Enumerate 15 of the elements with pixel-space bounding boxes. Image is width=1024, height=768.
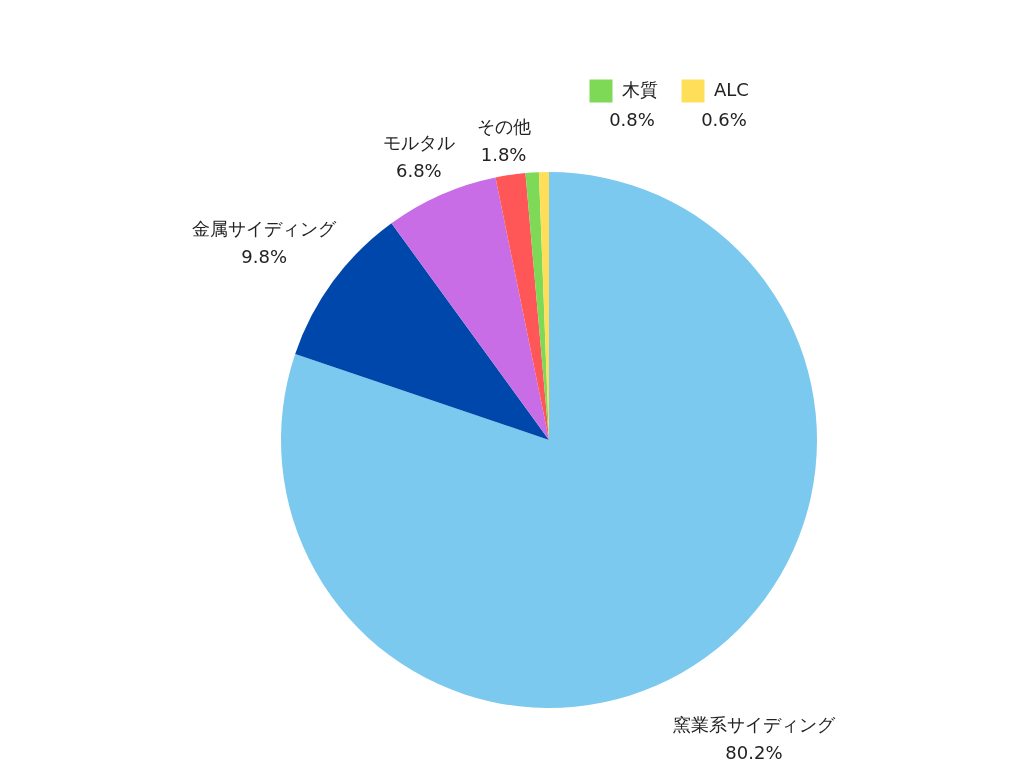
legend-label: 木質 <box>622 79 658 100</box>
slice-label: その他 <box>476 115 531 137</box>
slice-label: 窯業系サイディング <box>672 713 836 735</box>
legend-label: ALC <box>714 79 749 100</box>
slice-label: 金属サイディング <box>192 218 338 240</box>
data-label: 80.2% <box>725 741 783 763</box>
pie-slice <box>495 173 549 440</box>
data-label: 0.8% <box>609 109 655 130</box>
pie-slice <box>295 223 549 440</box>
data-label: 0.6% <box>701 109 747 130</box>
data-label: 6.8% <box>395 160 442 182</box>
data-label: 9.8% <box>241 246 288 268</box>
pie-slice <box>391 177 549 440</box>
slice-label: モルタル <box>382 132 455 154</box>
data-label: 1.8% <box>480 143 527 165</box>
